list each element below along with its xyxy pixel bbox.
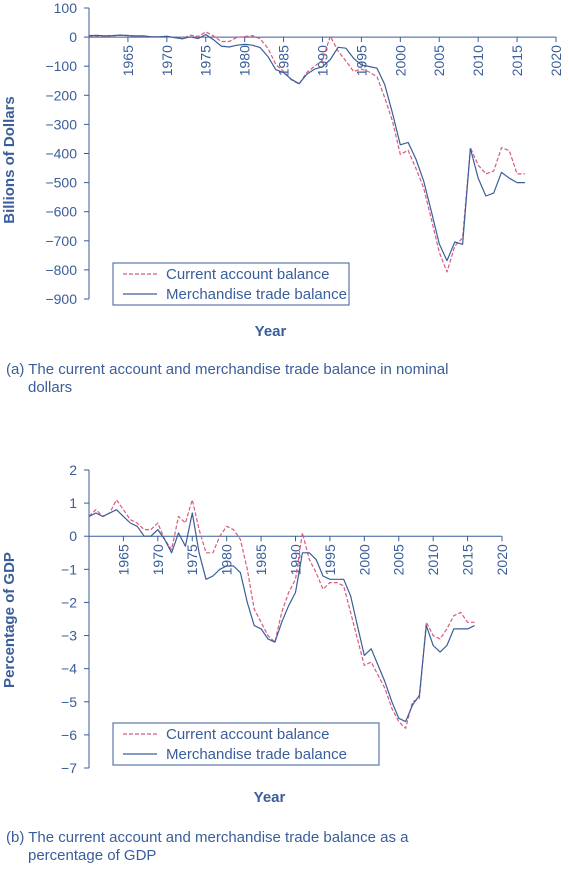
charta-x-tick-label: 2010 bbox=[470, 45, 486, 76]
caption-b-line2: percentage of GDP bbox=[28, 847, 157, 864]
charta-x-tick-label: 1975 bbox=[198, 45, 214, 76]
chartb-y-tick-label: −3 bbox=[61, 628, 77, 644]
chartb-y-tick-label: −2 bbox=[61, 594, 77, 610]
charta-series-current-account-line bbox=[88, 31, 525, 273]
chartb-series-merchandise-trade-line bbox=[88, 509, 475, 723]
caption-a-line2: dollars bbox=[28, 379, 73, 396]
chartb-x-tick-label: 1975 bbox=[184, 544, 200, 575]
chartb-legend: Current account balance Merchandise trade… bbox=[112, 722, 380, 766]
charta-legend-box bbox=[112, 262, 350, 306]
chartb-x-tick-label: 2015 bbox=[460, 544, 476, 575]
chartb-y-tick-label: −1 bbox=[61, 561, 77, 577]
charta-y-tick-label: −400 bbox=[45, 146, 77, 162]
chartb-legend-label: Current account balance bbox=[166, 726, 329, 743]
charta-y-tick-label: −100 bbox=[45, 58, 77, 74]
chartb-legend-box bbox=[112, 722, 380, 766]
caption-b-line1: (b) The current account and merchandise … bbox=[6, 829, 409, 846]
charta-legend-label: Merchandise trade balance bbox=[166, 286, 347, 303]
charta-y-tick-label: −700 bbox=[45, 233, 77, 249]
chartb-y-tick-label: 1 bbox=[69, 495, 77, 511]
chartb-x-tick-label: 1995 bbox=[322, 544, 338, 575]
charta-y-tick-label: 0 bbox=[69, 29, 77, 45]
chartb-x-tick-label: 1970 bbox=[150, 544, 166, 575]
chartb-y-tick-label: 0 bbox=[69, 528, 77, 544]
charta-y-tick-label: −300 bbox=[45, 116, 77, 132]
chartb-x-tick-label: 2005 bbox=[391, 544, 407, 575]
chartb-x-tick-label: 2020 bbox=[494, 544, 510, 575]
charta-y-tick-label: −900 bbox=[45, 291, 77, 307]
charta-x-axis-title: Year bbox=[255, 323, 287, 340]
chartb-group: 2 1 0 −1 −2 −3 −4 −5 −6 −7 1965 1970 1975 1980 1985 199… bbox=[1, 462, 510, 806]
charta-x-tick-label: 1995 bbox=[353, 45, 369, 76]
chartb-x-axis-title: Year bbox=[254, 789, 286, 806]
charta-legend: Current account balance Merchandise trade… bbox=[112, 262, 350, 306]
charta-group: 100 0 −100 −200 −300 −400 −500 −600 −700 −800 −900… bbox=[1, 0, 564, 340]
chartb-y-tick-label: −6 bbox=[61, 727, 77, 743]
charta-x-tick-label: 2000 bbox=[392, 45, 408, 76]
charta-x-tick-label: 1965 bbox=[120, 45, 136, 76]
chartb-x-tick-label: 2010 bbox=[425, 544, 441, 575]
charta-y-tick-label: 100 bbox=[54, 0, 78, 16]
chartb-x-tick-label: 2000 bbox=[356, 544, 372, 575]
charta-y-tick-label: −200 bbox=[45, 87, 77, 103]
charta-y-tick-label: −500 bbox=[45, 175, 77, 191]
caption-a: (a) The current account and merchandise … bbox=[6, 361, 448, 397]
chartb-series-current-account-line bbox=[88, 499, 475, 729]
chartb-x-tick-label: 1965 bbox=[115, 544, 131, 575]
chartb-y-tick-label: −5 bbox=[61, 694, 77, 710]
chartb-y-tick-label: −4 bbox=[61, 661, 77, 677]
chartb-x-tick-label: 1985 bbox=[253, 544, 269, 575]
caption-b: (b) The current account and merchandise … bbox=[6, 829, 408, 865]
charta-x-tick-label: 1980 bbox=[237, 45, 253, 76]
caption-a-line1: (a) The current account and merchandise … bbox=[6, 361, 449, 378]
chartb-x-tick-label: 1980 bbox=[219, 544, 235, 575]
charta-y-tick-label: −800 bbox=[45, 262, 77, 278]
charta-series-merchandise-trade-line bbox=[88, 33, 525, 262]
charta-x-tick-label: 2005 bbox=[431, 45, 447, 76]
charta-legend-label: Current account balance bbox=[166, 266, 329, 283]
chartb-y-tick-label: 2 bbox=[69, 462, 77, 478]
chartb-y-axis-title: Percentage of GDP bbox=[1, 552, 18, 688]
charta-y-axis-title: Billions of Dollars bbox=[1, 96, 18, 224]
charta-y-tick-label: −600 bbox=[45, 204, 77, 220]
chartb-legend-label: Merchandise trade balance bbox=[166, 746, 347, 763]
charta-x-tick-label: 1970 bbox=[159, 45, 175, 76]
charta-x-tick-label: 2015 bbox=[509, 45, 525, 76]
charta-x-tick-label: 2020 bbox=[548, 45, 564, 76]
chartb-y-tick-label: −7 bbox=[61, 760, 77, 776]
